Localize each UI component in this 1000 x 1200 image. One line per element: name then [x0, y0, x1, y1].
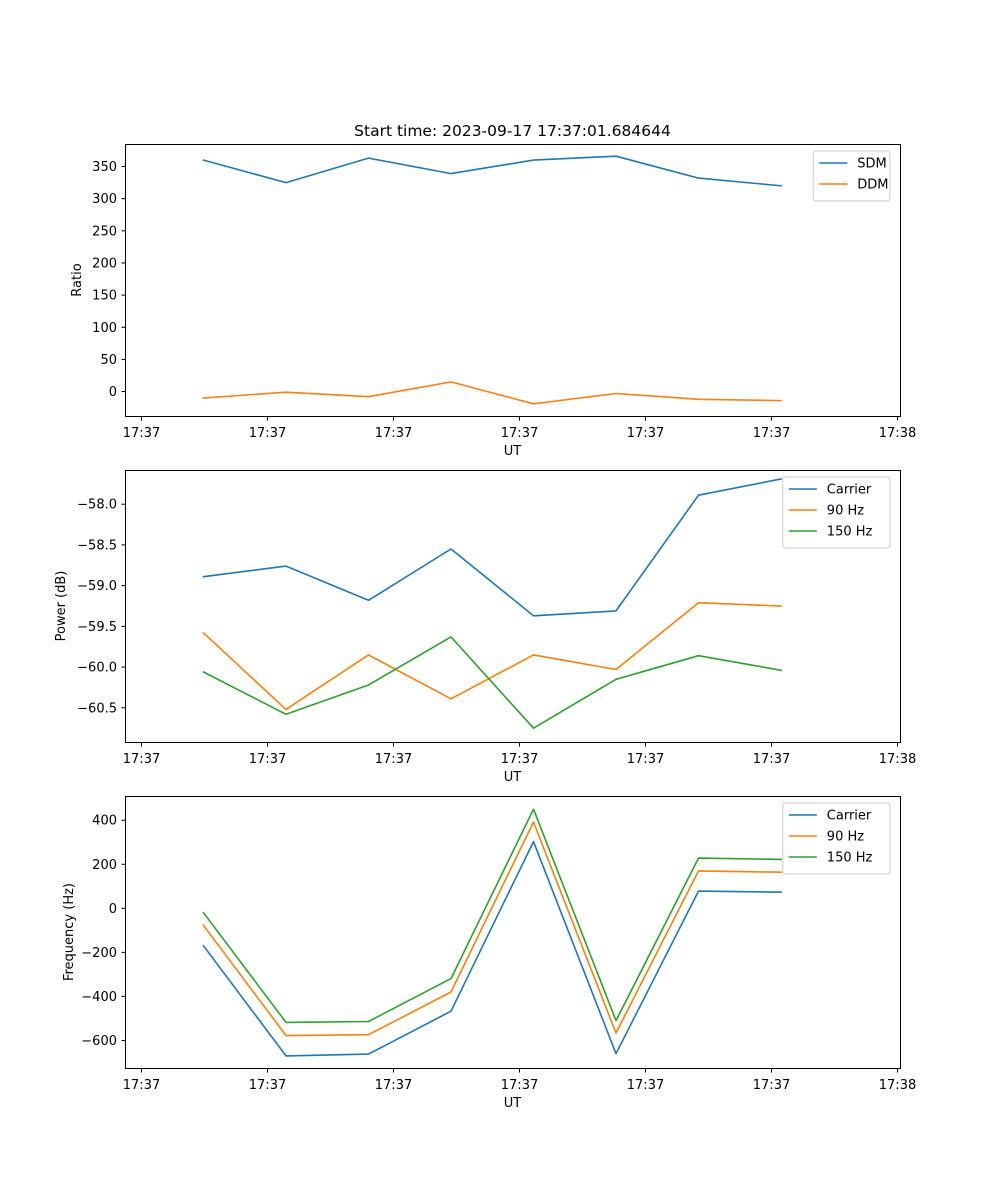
legend: Carrier 90 Hz 150 Hz — [782, 802, 891, 875]
y-tick-label: 400 — [92, 814, 117, 829]
series-line-150-hz — [202, 636, 782, 730]
x-tick-label: 17:37 — [501, 1078, 538, 1093]
series-line-sdm — [202, 155, 782, 187]
x-tick-label: 17:37 — [249, 426, 286, 441]
x-tick-label: 17:37 — [501, 752, 538, 767]
series-line-carrier — [202, 840, 782, 1057]
chart-panel-2: 17:37 17:37 17:37 17:37 17:37 17:37 17:38 UT −60… — [54, 470, 916, 785]
x-tick-label: 17:37 — [753, 426, 790, 441]
y-axis-label: Power (dB) — [54, 571, 69, 642]
x-tick-label: 17:38 — [879, 1078, 916, 1093]
legend-entry: SDM — [857, 157, 886, 172]
y-axis-label: Frequency (Hz) — [62, 883, 77, 981]
legend-entry: 90 Hz — [827, 504, 864, 519]
y-tick-label: 150 — [92, 289, 117, 304]
x-tick-label: 17:37 — [375, 426, 412, 441]
legend-entry: 150 Hz — [827, 851, 873, 866]
y-tick-label: −600 — [81, 1034, 117, 1049]
y-tick-label: −58.0 — [77, 498, 117, 513]
y-tick-label: 200 — [92, 858, 117, 873]
x-tick-label: 17:38 — [879, 752, 916, 767]
legend-entry: DDM — [857, 178, 888, 193]
y-tick-label: 0 — [109, 385, 117, 400]
legend: SDM DDM — [812, 150, 891, 202]
y-tick-label: 0 — [109, 902, 117, 917]
x-tick-label: 17:37 — [375, 752, 412, 767]
chart-title: Start time: 2023-09-17 17:37:01.684644 — [354, 122, 671, 140]
x-tick-label: 17:37 — [249, 1078, 286, 1093]
y-tick-label: −200 — [81, 946, 117, 961]
series-line-90-hz — [202, 601, 782, 711]
series-line-ddm — [202, 381, 782, 405]
x-axis-label: UT — [504, 1096, 522, 1111]
y-tick-label: −60.5 — [77, 701, 117, 716]
x-tick-label: 17:37 — [753, 752, 790, 767]
x-tick-label: 17:37 — [249, 752, 286, 767]
series-line-carrier — [202, 478, 782, 617]
x-tick-label: 17:37 — [627, 1078, 664, 1093]
axes-frame — [125, 144, 901, 417]
legend-entry: Carrier — [827, 809, 872, 824]
axes-frame — [125, 796, 901, 1069]
x-tick-label: 17:37 — [123, 1078, 160, 1093]
legend-entry: 150 Hz — [827, 525, 873, 540]
y-tick-label: 350 — [92, 160, 117, 175]
series-line-150-hz — [202, 808, 782, 1024]
y-tick-label: −400 — [81, 990, 117, 1005]
legend-entry: 90 Hz — [827, 830, 864, 845]
y-tick-label: −58.5 — [77, 538, 117, 553]
axes-frame — [125, 470, 901, 743]
x-tick-label: 17:37 — [501, 426, 538, 441]
x-tick-label: 17:37 — [627, 426, 664, 441]
y-tick-label: 300 — [92, 192, 117, 207]
x-tick-label: 17:38 — [879, 426, 916, 441]
y-tick-label: 50 — [100, 353, 117, 368]
y-axis-label: Ratio — [70, 263, 85, 296]
chart-panel-3: 17:37 17:37 17:37 17:37 17:37 17:37 17:38 UT −60… — [62, 796, 916, 1111]
series-line-90-hz — [202, 821, 782, 1037]
y-tick-label: 100 — [92, 321, 117, 336]
y-tick-label: 200 — [92, 256, 117, 271]
y-tick-label: 250 — [92, 224, 117, 239]
x-tick-label: 17:37 — [627, 752, 664, 767]
x-tick-label: 17:37 — [123, 426, 160, 441]
legend-entry: Carrier — [827, 483, 872, 498]
chart-panel-1: Start time: 2023-09-17 17:37:01.684644 17… — [70, 122, 916, 459]
x-axis-label: UT — [504, 444, 522, 459]
x-axis-label: UT — [504, 770, 522, 785]
y-tick-label: −60.0 — [77, 661, 117, 676]
x-tick-label: 17:37 — [753, 1078, 790, 1093]
x-tick-label: 17:37 — [375, 1078, 412, 1093]
x-tick-label: 17:37 — [123, 752, 160, 767]
y-tick-label: −59.5 — [77, 620, 117, 635]
legend: Carrier 90 Hz 150 Hz — [782, 476, 891, 549]
y-tick-label: −59.0 — [77, 579, 117, 594]
